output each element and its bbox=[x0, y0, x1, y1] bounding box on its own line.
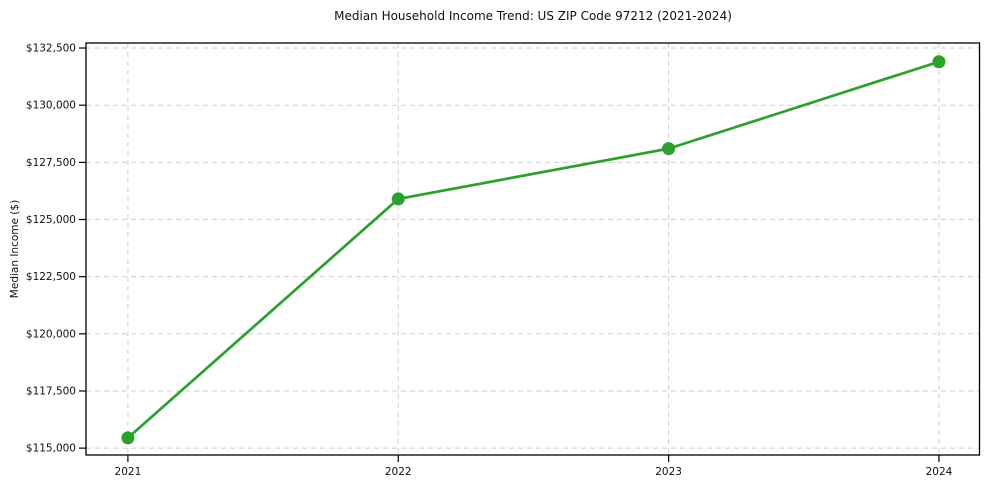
plot-border bbox=[85, 42, 981, 456]
y-axis-label: Median Income ($) bbox=[9, 199, 21, 299]
x-tick-label: 2022 bbox=[385, 466, 412, 478]
y-tick-label: $130,000 bbox=[26, 100, 76, 112]
y-tick-label: $117,500 bbox=[26, 385, 76, 397]
x-tick-label: 2021 bbox=[115, 466, 142, 478]
x-tick-label: 2023 bbox=[655, 466, 682, 478]
y-tick-label: $115,000 bbox=[26, 443, 76, 455]
data-point-2024 bbox=[932, 55, 946, 69]
y-tick-label: $125,000 bbox=[26, 214, 76, 226]
chart-title: Median Household Income Trend: US ZIP Co… bbox=[334, 9, 732, 23]
x-tick-label: 2024 bbox=[926, 466, 953, 478]
y-tick-label: $132,500 bbox=[26, 43, 76, 55]
data-point-2022 bbox=[391, 192, 405, 206]
data-point-2021 bbox=[121, 431, 135, 445]
trend-line bbox=[126, 60, 941, 440]
y-tick-label: $122,500 bbox=[26, 271, 76, 283]
y-tick-label: $127,500 bbox=[26, 157, 76, 169]
data-point-2023 bbox=[662, 142, 676, 156]
y-tick-label: $120,000 bbox=[26, 328, 76, 340]
